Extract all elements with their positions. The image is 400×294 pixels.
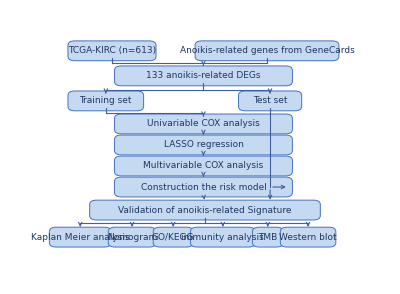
Text: Multivariable COX analysis: Multivariable COX analysis [143, 161, 264, 171]
FancyBboxPatch shape [114, 177, 292, 197]
FancyBboxPatch shape [238, 91, 302, 111]
FancyBboxPatch shape [114, 66, 292, 86]
Text: Construction the risk model: Construction the risk model [140, 183, 266, 191]
FancyBboxPatch shape [114, 135, 292, 155]
Text: Nomogram: Nomogram [107, 233, 157, 242]
FancyBboxPatch shape [252, 227, 283, 247]
FancyBboxPatch shape [68, 91, 144, 111]
Text: Validation of anoikis-related Signature: Validation of anoikis-related Signature [118, 206, 292, 215]
FancyBboxPatch shape [153, 227, 193, 247]
Text: Western blot: Western blot [279, 233, 337, 242]
FancyBboxPatch shape [108, 227, 156, 247]
Text: TMB: TMB [258, 233, 278, 242]
Text: Anoikis-related genes from GeneCards: Anoikis-related genes from GeneCards [180, 46, 354, 55]
FancyBboxPatch shape [195, 41, 339, 61]
Text: LASSO regression: LASSO regression [164, 141, 243, 149]
Text: TCGA-KIRC (n=613): TCGA-KIRC (n=613) [68, 46, 156, 55]
FancyBboxPatch shape [280, 227, 336, 247]
FancyBboxPatch shape [68, 41, 156, 61]
Text: 133 anoikis-related DEGs: 133 anoikis-related DEGs [146, 71, 261, 80]
Text: Univariable COX analysis: Univariable COX analysis [147, 119, 260, 128]
Text: Test set: Test set [253, 96, 287, 105]
FancyBboxPatch shape [90, 200, 320, 220]
Text: GO/KEGG: GO/KEGG [152, 233, 194, 242]
FancyBboxPatch shape [190, 227, 255, 247]
FancyBboxPatch shape [49, 227, 111, 247]
FancyBboxPatch shape [114, 156, 292, 176]
Text: immunity analysis: immunity analysis [182, 233, 264, 242]
Text: Training set: Training set [80, 96, 132, 105]
Text: Kaplan Meier analysis: Kaplan Meier analysis [31, 233, 130, 242]
FancyBboxPatch shape [114, 114, 292, 134]
